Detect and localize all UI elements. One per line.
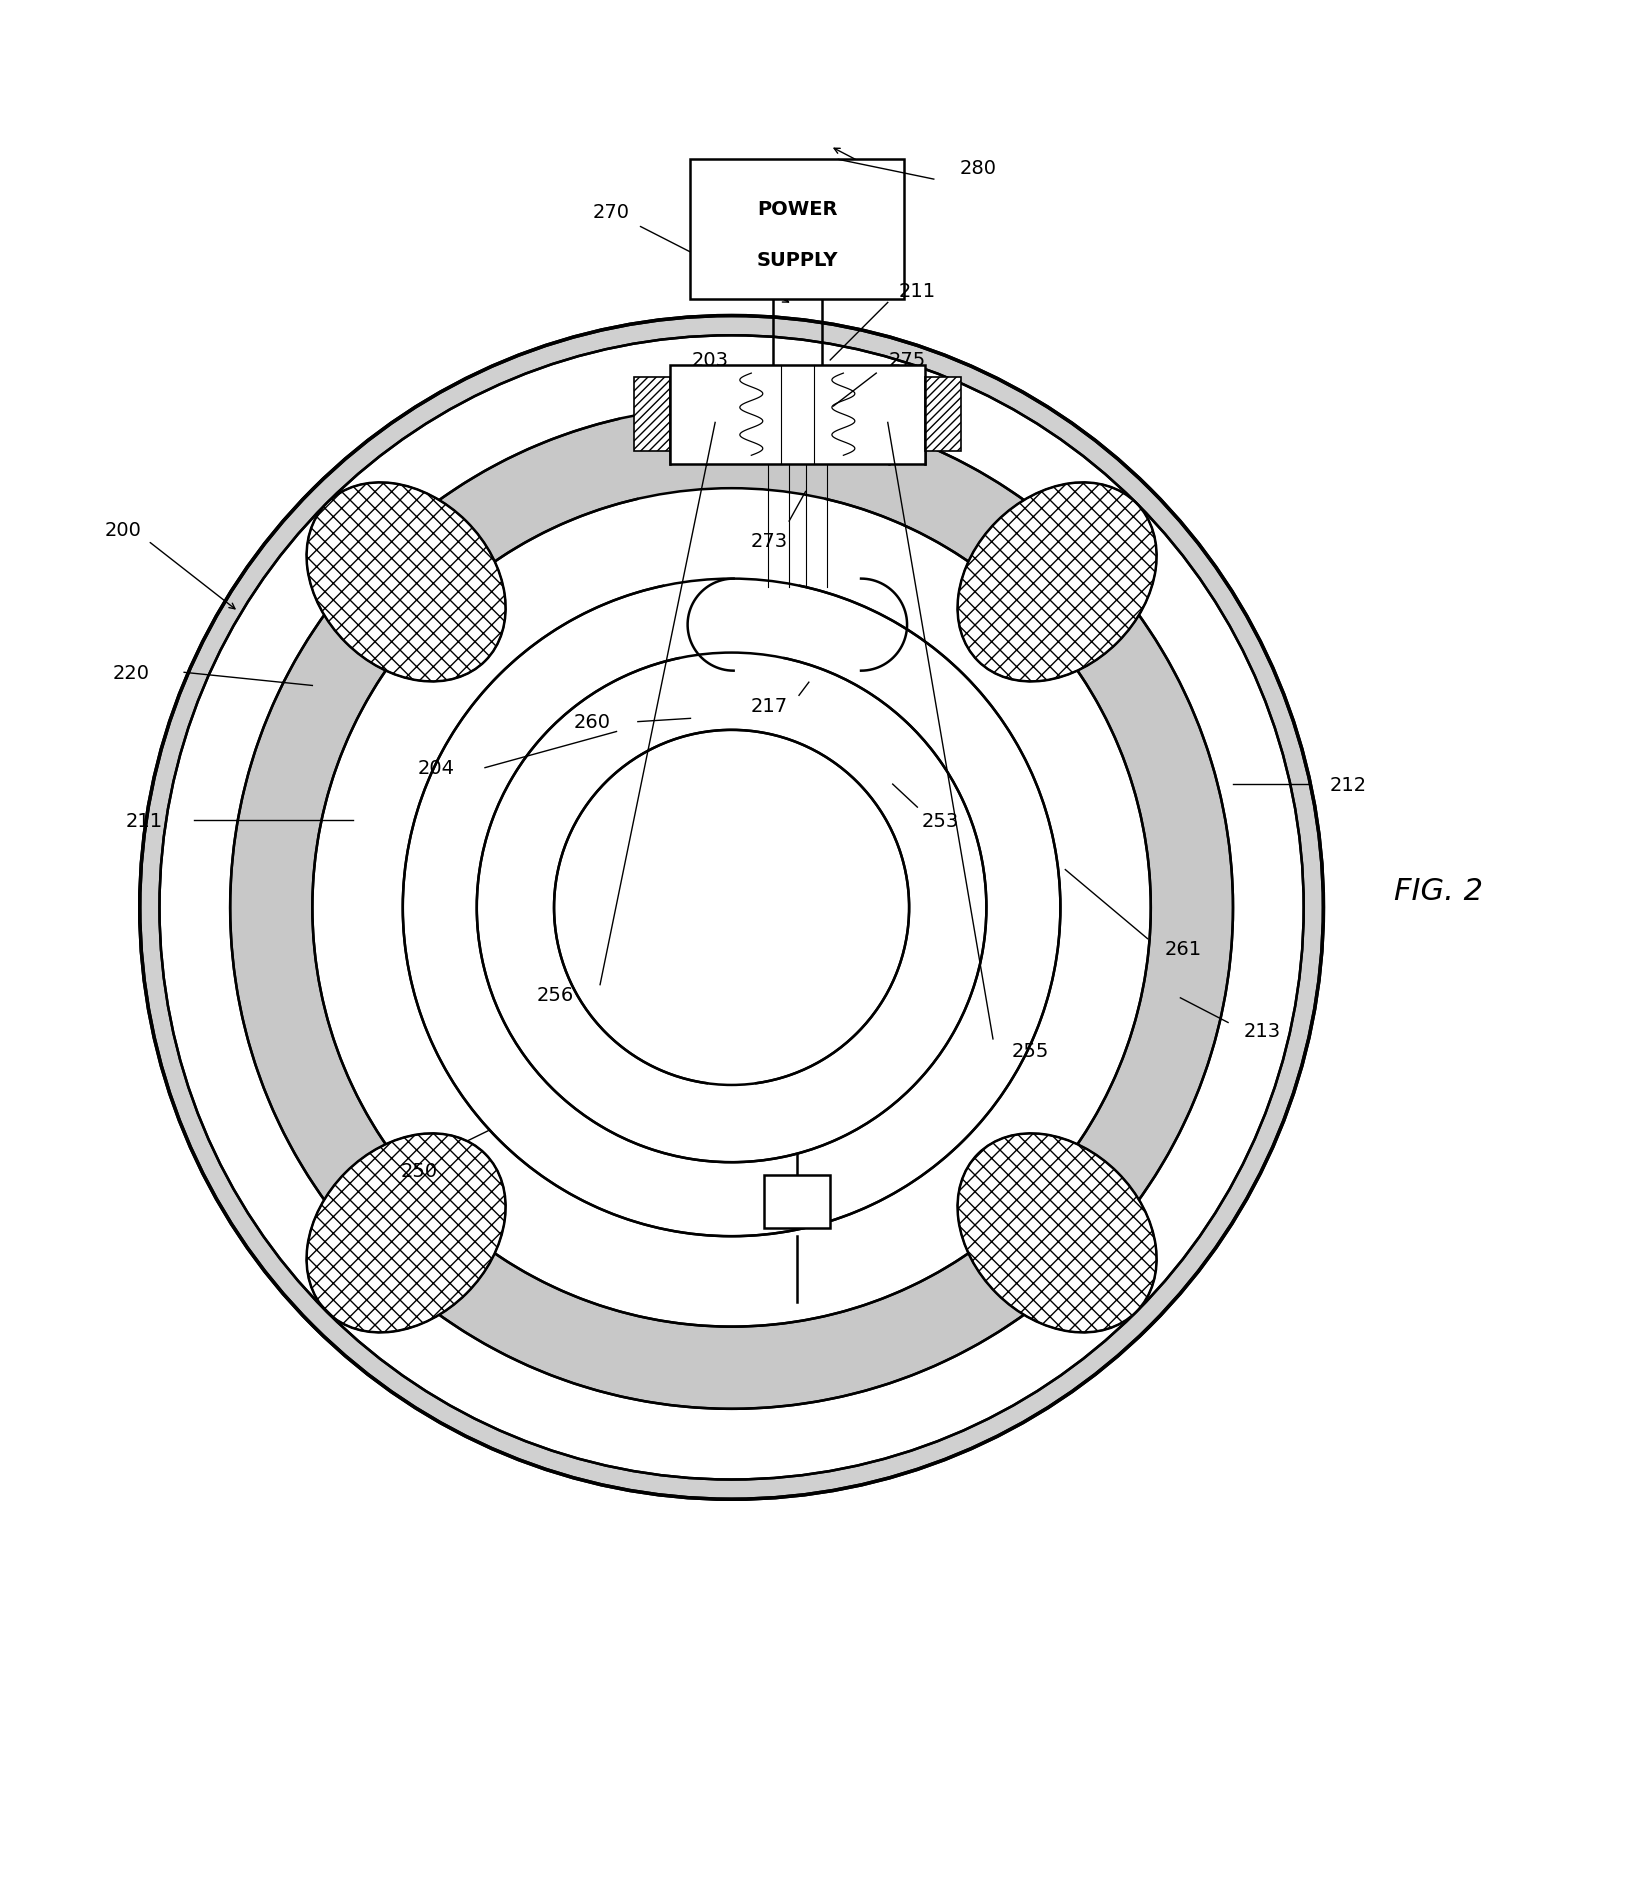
- Ellipse shape: [306, 1133, 506, 1332]
- Text: 256: 256: [538, 985, 574, 1004]
- Text: 212: 212: [1330, 774, 1366, 793]
- Text: 213: 213: [1245, 1021, 1281, 1040]
- Text: 200: 200: [105, 520, 141, 539]
- Ellipse shape: [306, 484, 506, 681]
- Bar: [924, 378, 960, 452]
- Text: 217: 217: [751, 697, 787, 716]
- Text: 270: 270: [593, 203, 630, 222]
- Polygon shape: [140, 317, 1323, 1499]
- Text: 211: 211: [899, 283, 935, 302]
- Text: FIG. 2: FIG. 2: [1394, 877, 1483, 905]
- Text: 273: 273: [751, 531, 787, 550]
- Circle shape: [132, 307, 1332, 1507]
- Text: 255: 255: [1013, 1042, 1049, 1061]
- Ellipse shape: [306, 1133, 506, 1332]
- Polygon shape: [230, 406, 1233, 1408]
- Text: 253: 253: [922, 810, 958, 829]
- Bar: [764, 1175, 830, 1228]
- Ellipse shape: [957, 1133, 1157, 1332]
- Text: 250: 250: [401, 1162, 437, 1181]
- Text: 280: 280: [960, 159, 996, 178]
- Text: 260: 260: [574, 714, 610, 733]
- Circle shape: [403, 579, 1060, 1237]
- Text: 261: 261: [1166, 940, 1202, 958]
- Bar: [671, 366, 924, 465]
- Text: 204: 204: [418, 759, 454, 778]
- Ellipse shape: [957, 484, 1157, 681]
- Text: 220: 220: [113, 664, 150, 683]
- Bar: [690, 159, 904, 300]
- Text: 275: 275: [889, 351, 926, 370]
- Bar: [671, 366, 924, 465]
- Ellipse shape: [957, 484, 1157, 681]
- Text: 203: 203: [692, 351, 728, 370]
- Text: 211: 211: [127, 810, 163, 829]
- Ellipse shape: [306, 484, 506, 681]
- Bar: [633, 378, 671, 452]
- Text: SUPPLY: SUPPLY: [756, 251, 838, 270]
- Circle shape: [554, 731, 909, 1086]
- Ellipse shape: [957, 1133, 1157, 1332]
- Text: POWER: POWER: [758, 199, 837, 218]
